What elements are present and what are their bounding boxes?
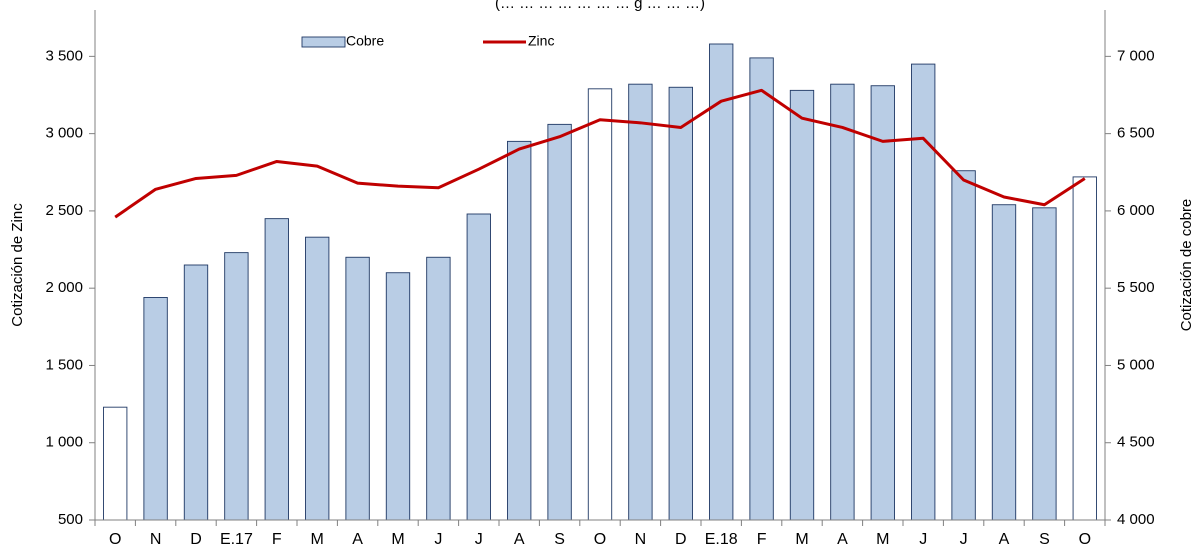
- legend-swatch-cobre: [301, 36, 346, 48]
- y-right-tick-label: 6 000: [1117, 202, 1155, 219]
- y-right-tick-label: 7 000: [1117, 47, 1155, 64]
- bar-cobre: [587, 88, 613, 521]
- bar-cobre: [991, 204, 1017, 521]
- bar-cobre: [911, 63, 936, 521]
- x-tick-label: S: [554, 531, 565, 548]
- legend-label-cobre: Cobre: [346, 33, 384, 49]
- x-tick-label: J: [434, 531, 442, 548]
- x-tick-label: O: [109, 531, 121, 548]
- y-left-tick-label: 3 000: [45, 125, 83, 142]
- x-tick-label: F: [757, 531, 767, 548]
- x-tick-label: E.17: [220, 531, 253, 548]
- x-tick-label: S: [1039, 531, 1050, 548]
- x-tick-label: E.18: [705, 531, 738, 548]
- x-tick-label: O: [594, 531, 606, 548]
- y-right-tick-label: 4 500: [1117, 434, 1155, 451]
- x-tick-label: M: [795, 531, 808, 548]
- bar-cobre: [466, 213, 491, 521]
- bar-cobre: [385, 272, 411, 521]
- bar-cobre: [1072, 176, 1097, 521]
- bar-cobre: [870, 85, 895, 521]
- line-zinc: [114, 88, 1086, 219]
- bar-cobre: [951, 170, 976, 521]
- bar-cobre: [143, 297, 168, 521]
- bar-cobre: [547, 123, 572, 521]
- bar-cobre: [264, 218, 289, 521]
- bar-cobre: [345, 256, 370, 521]
- y-left-tick-label: 1 000: [45, 434, 83, 451]
- x-tick-label: A: [352, 531, 363, 548]
- x-tick-label: D: [675, 531, 687, 548]
- x-tick-label: M: [876, 531, 889, 548]
- bar-cobre: [426, 256, 451, 521]
- y-left-axis-title: Cotización de Zinc: [9, 203, 26, 327]
- x-tick-label: D: [190, 531, 202, 548]
- x-tick-label: M: [391, 531, 404, 548]
- y-right-tick-label: 5 000: [1117, 356, 1155, 373]
- y-left-tick-label: 500: [58, 511, 83, 528]
- x-tick-label: A: [999, 531, 1010, 548]
- bar-cobre: [668, 86, 693, 521]
- x-tick-label: J: [960, 531, 968, 548]
- x-tick-label: N: [635, 531, 647, 548]
- x-tick-label: O: [1079, 531, 1091, 548]
- y-right-tick-label: 4 000: [1117, 511, 1155, 528]
- y-right-tick-label: 6 500: [1117, 125, 1155, 142]
- x-tick-label: M: [311, 531, 324, 548]
- bar-cobre: [1032, 207, 1057, 521]
- x-tick-label: F: [272, 531, 282, 548]
- y-left-tick-label: 2 000: [45, 279, 83, 296]
- bar-cobre: [628, 83, 653, 521]
- x-tick-label: J: [475, 531, 483, 548]
- x-tick-label: J: [919, 531, 927, 548]
- y-right-axis-title: Cotización de cobre: [1178, 199, 1195, 332]
- bar-cobre: [507, 140, 532, 521]
- y-left-tick-label: 3 500: [45, 47, 83, 64]
- legend-label-zinc: Zinc: [528, 33, 554, 49]
- y-left-tick-label: 1 500: [45, 356, 83, 373]
- bar-cobre: [224, 252, 249, 521]
- bar-cobre: [709, 43, 734, 521]
- x-tick-label: N: [150, 531, 162, 548]
- bar-cobre: [789, 89, 815, 521]
- y-right-tick-label: 5 500: [1117, 279, 1155, 296]
- chart-title: (… … … … … … … g … … …): [495, 0, 705, 12]
- bar-cobre: [305, 236, 330, 521]
- bar-cobre: [183, 264, 209, 521]
- bar-cobre: [749, 57, 774, 521]
- bar-cobre: [830, 83, 855, 521]
- x-tick-label: A: [837, 531, 848, 548]
- bar-cobre: [103, 406, 128, 521]
- y-left-tick-label: 2 500: [45, 202, 83, 219]
- x-tick-label: A: [514, 531, 525, 548]
